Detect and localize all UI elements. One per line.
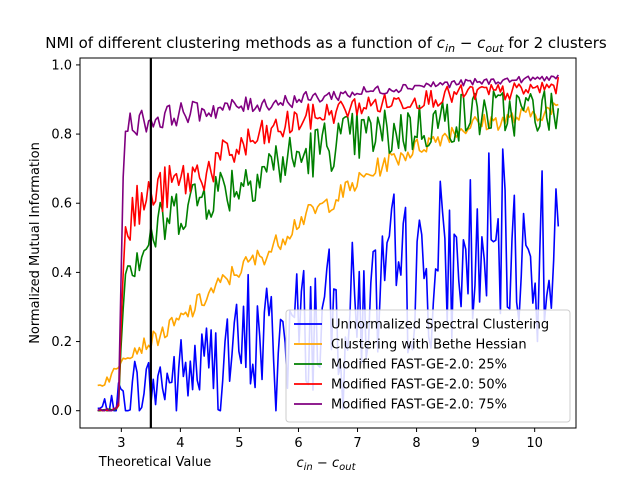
- axes-frame: [79, 57, 577, 429]
- legend-label-1: Unnormalized Spectral Clustering: [331, 318, 549, 333]
- x-axis-ticks: 3 4 5 6 7 8 9 10: [117, 428, 543, 451]
- x-tick-label: 7: [353, 436, 361, 451]
- y-tick-label: 0.0: [51, 404, 72, 419]
- y-tick-label: 1.0: [51, 58, 72, 73]
- legend-box: [285, 309, 571, 423]
- x-tick-label: 6: [294, 436, 302, 451]
- y-tick-label: 0.6: [51, 197, 72, 212]
- y-axis-label: Normalized Mutual Information: [28, 142, 43, 344]
- x-tick-label: 9: [471, 436, 479, 451]
- x-tick-label: 8: [412, 436, 420, 451]
- x-tick-label: 4: [176, 436, 184, 451]
- x-tick-label: 3: [117, 436, 125, 451]
- y-tick-label: 0.4: [51, 266, 72, 281]
- legend: Unnormalized Spectral Clustering Clusteri…: [285, 309, 571, 423]
- legend-label-4: Modified FAST-GE-2.0: 50%: [331, 378, 507, 393]
- series-line-3: [97, 90, 560, 412]
- series-layer: [97, 74, 560, 412]
- legend-label-2: Clustering with Bethe Hessian: [331, 338, 527, 353]
- x-axis-label: cin − cout: [297, 456, 357, 473]
- x-tick-label: 5: [235, 436, 243, 451]
- y-tick-label: 0.2: [51, 335, 72, 350]
- y-tick-label: 0.8: [51, 128, 72, 143]
- series-line-4: [97, 77, 560, 412]
- theoretical-value-annotation: Theoretical Value: [98, 455, 211, 470]
- series-line-1: [97, 148, 560, 412]
- series-line-5: [97, 74, 559, 412]
- y-axis-ticks: 0.0 0.2 0.4 0.6 0.8 1.0: [51, 58, 80, 419]
- legend-label-3: Modified FAST-GE-2.0: 25%: [331, 358, 507, 373]
- chart-title: NMI of different clustering methods as a…: [45, 34, 607, 55]
- x-tick-label: 10: [526, 436, 543, 451]
- legend-label-5: Modified FAST-GE-2.0: 75%: [331, 398, 507, 413]
